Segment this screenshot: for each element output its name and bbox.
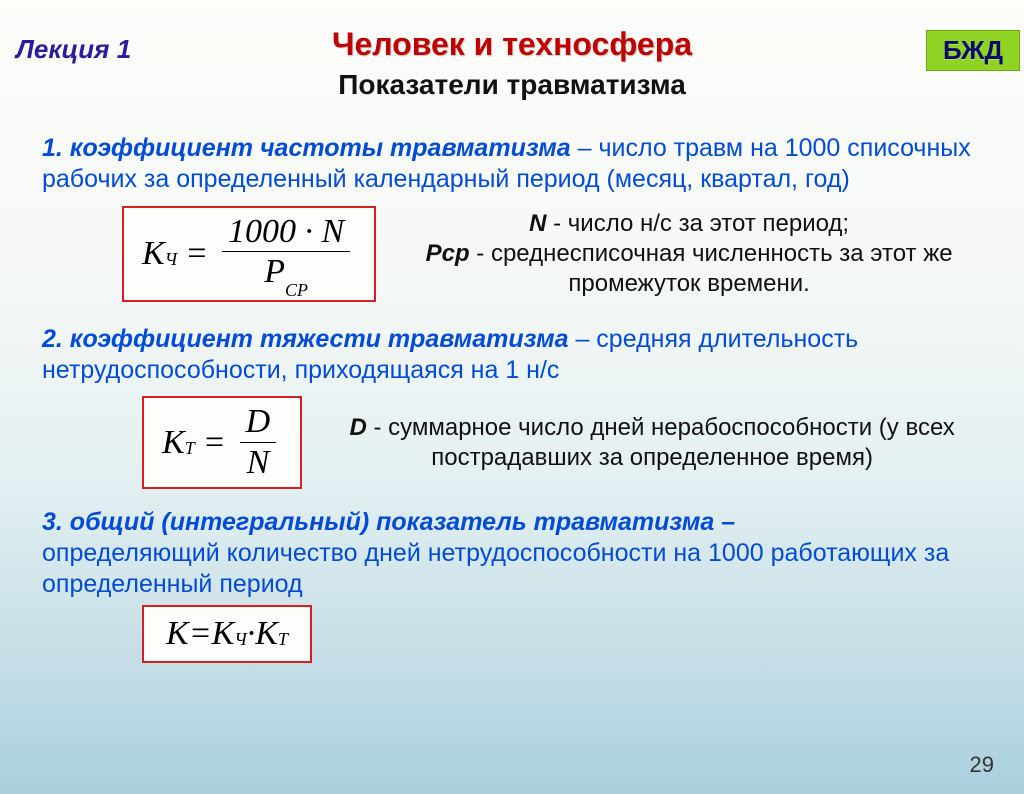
section-3: 3. общий (интегральный) показатель травм…	[42, 507, 982, 663]
def-n-text: - число н/с за этот период;	[546, 210, 849, 237]
formula-1: KЧ = 1000 · N PСР	[142, 214, 356, 294]
formula-2-box: KТ = D N	[142, 396, 302, 488]
section-2-defs: D - суммарное число дней нерабоспособнос…	[302, 413, 982, 473]
section-2: 2. коэффициент тяжести травматизма – сре…	[42, 324, 982, 489]
formula-2-num: D	[240, 404, 277, 443]
f3-s1: Ч	[234, 629, 246, 650]
formula-1-den: PСР	[258, 252, 314, 294]
page-title: Человек и техносфера	[0, 26, 1024, 63]
section-2-row: KТ = D N D - суммарное число дней нерабо…	[42, 396, 982, 488]
f3-eq: =	[189, 615, 212, 653]
course-badge: БЖД	[926, 30, 1020, 71]
formula-2-lhs-k: K	[162, 424, 185, 462]
section-1-defs: N - число н/с за этот период; Pср - сред…	[376, 209, 982, 299]
formula-1-lhs-k: K	[142, 235, 165, 273]
f3-s2: Т	[278, 629, 288, 650]
f3-k1: K	[212, 615, 235, 653]
equals-sign-2: =	[203, 424, 226, 462]
section-1-text: 1. коэффициент частоты травматизма – чис…	[42, 134, 971, 193]
def-n-var: N	[529, 210, 546, 237]
formula-2-den: N	[241, 443, 276, 481]
section-2-heading: 2. коэффициент тяжести травматизма	[42, 325, 569, 353]
formula-3-box: K = KЧ · KТ	[142, 605, 312, 663]
lecture-label: Лекция 1	[16, 34, 131, 65]
formula-1-lhs-sub: Ч	[165, 249, 177, 270]
def-p-text: - среднесписочная численность за этот же…	[470, 240, 953, 297]
section-2-text: 2. коэффициент тяжести травматизма – сре…	[42, 325, 858, 384]
content-area: 1. коэффициент частоты травматизма – чис…	[0, 101, 1024, 663]
f3-dot: ·	[247, 615, 256, 653]
def-d: D - суммарное число дней нерабоспособнос…	[332, 413, 972, 473]
formula-1-box: KЧ = 1000 · N PСР	[122, 206, 376, 302]
f3-k2: K	[255, 615, 278, 653]
formula-2-lhs-sub: Т	[185, 438, 195, 459]
def-n: N - число н/с за этот период;	[406, 209, 972, 239]
formula-1-den-p: P	[264, 253, 285, 290]
section-1-row: KЧ = 1000 · N PСР N - число н/с за этот …	[42, 206, 982, 302]
f3-k: K	[166, 615, 189, 653]
formula-3: K = KЧ · KТ	[166, 615, 288, 653]
formula-1-den-sub: СР	[285, 280, 308, 300]
def-d-var: D	[349, 414, 366, 441]
formula-2-frac: D N	[240, 404, 277, 480]
formula-2: KТ = D N	[162, 404, 282, 480]
page-number: 29	[970, 752, 994, 778]
section-3-heading: 3. общий (интегральный) показатель травм…	[42, 508, 735, 536]
def-d-text: - суммарное число дней нерабоспособности…	[367, 414, 955, 471]
section-3-desc: определяющий количество дней нетрудоспос…	[42, 538, 982, 601]
formula-1-frac: 1000 · N PСР	[222, 214, 350, 294]
section-3-text: 3. общий (интегральный) показатель травм…	[42, 507, 982, 538]
page-subtitle: Показатели травматизма	[0, 69, 1024, 101]
def-p: Pср - среднесписочная численность за это…	[406, 239, 972, 299]
section-1-heading: 1. коэффициент частоты травматизма	[42, 134, 571, 162]
section-1: 1. коэффициент частоты травматизма – чис…	[42, 133, 982, 302]
def-p-var: Pср	[426, 240, 470, 267]
equals-sign: =	[185, 235, 208, 273]
formula-1-num: 1000 · N	[222, 214, 350, 253]
